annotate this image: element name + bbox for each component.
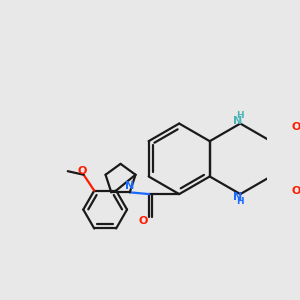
Text: H: H — [236, 111, 244, 120]
Text: O: O — [291, 122, 300, 132]
Text: N: N — [233, 192, 242, 202]
Text: N: N — [233, 116, 242, 126]
Text: O: O — [291, 186, 300, 196]
Text: O: O — [77, 166, 87, 176]
Text: O: O — [138, 216, 148, 226]
Text: N: N — [125, 181, 134, 191]
Text: H: H — [236, 197, 244, 206]
